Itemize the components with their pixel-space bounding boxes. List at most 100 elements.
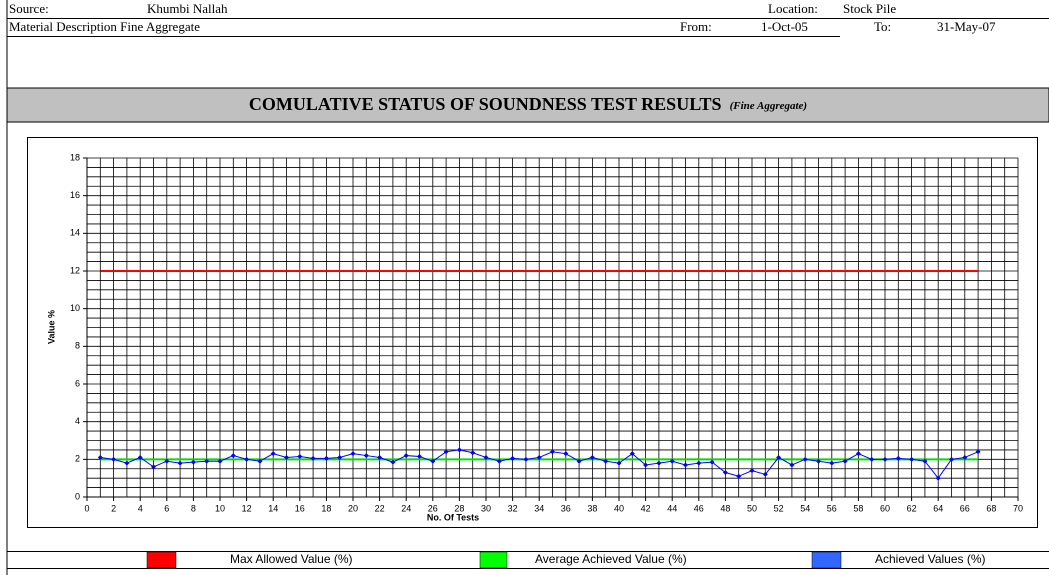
to-label: To:	[874, 19, 891, 34]
point	[869, 456, 875, 462]
point	[496, 458, 502, 464]
point	[190, 459, 196, 465]
point	[683, 462, 688, 468]
point	[629, 451, 635, 457]
point	[177, 460, 183, 466]
point	[603, 458, 609, 464]
x-tick-label: 16	[295, 503, 305, 513]
x-tick-label: 4	[138, 503, 143, 513]
legend-label: Achieved Values (%)	[875, 552, 986, 566]
chart-area	[27, 137, 1038, 528]
x-tick-label: 6	[164, 503, 169, 513]
y-tick-label: 16	[70, 190, 80, 200]
point	[882, 456, 888, 462]
point	[789, 462, 795, 468]
x-tick-label: 12	[242, 503, 252, 513]
point	[337, 454, 343, 460]
point	[164, 458, 170, 464]
y-tick-label: 8	[75, 341, 80, 351]
point	[350, 451, 356, 457]
y-tick-label: 6	[75, 378, 80, 388]
x-tick-label: 20	[348, 503, 358, 513]
legend-swatch	[146, 551, 177, 569]
point	[855, 451, 861, 457]
point	[829, 460, 835, 466]
point	[310, 455, 316, 461]
point	[97, 454, 103, 460]
point	[842, 458, 848, 464]
x-tick-label: 0	[84, 503, 89, 513]
x-tick-label: 22	[375, 503, 385, 513]
x-tick-label: 30	[481, 503, 491, 513]
y-tick-label: 2	[75, 454, 80, 464]
legend: Max Allowed Value (%) Average Achieved Va…	[146, 551, 986, 569]
point	[722, 470, 728, 476]
x-tick-label: 10	[215, 503, 225, 513]
x-tick-label: 62	[907, 503, 917, 513]
point	[709, 459, 715, 465]
point	[536, 454, 542, 460]
x-tick-label: 18	[321, 503, 331, 513]
point	[643, 462, 649, 468]
title: COMULATIVE STATUS OF SOUNDNESS TEST RESU…	[249, 94, 722, 114]
point	[430, 458, 436, 464]
point	[802, 456, 808, 462]
point	[962, 454, 968, 460]
x-tick-label: 34	[534, 503, 544, 513]
x-tick-label: 42	[641, 503, 651, 513]
point	[895, 455, 901, 461]
x-tick-label: 46	[694, 503, 704, 513]
point	[470, 450, 476, 456]
location-label: Location:	[768, 1, 818, 16]
point	[417, 454, 422, 460]
point	[377, 454, 383, 460]
x-tick-label: 56	[827, 503, 837, 513]
to: 31-May-07	[937, 19, 996, 34]
x-tick-label: 32	[508, 503, 518, 513]
point	[909, 456, 915, 462]
point	[323, 455, 329, 461]
x-tick-label: 66	[960, 503, 970, 513]
x-tick-label: 64	[933, 503, 943, 513]
point	[456, 447, 462, 453]
point	[922, 458, 928, 464]
point	[443, 449, 449, 455]
legend-label: Average Achieved Value (%)	[535, 552, 687, 566]
point	[297, 454, 303, 460]
title-band	[6, 87, 1049, 123]
point	[230, 453, 236, 459]
x-tick-label: 54	[800, 503, 810, 513]
point	[762, 471, 768, 477]
y-tick-label: 4	[75, 416, 80, 426]
point	[257, 458, 263, 464]
y-tick-label: 14	[70, 228, 80, 238]
point	[217, 458, 223, 464]
y-axis-label: Value %	[46, 310, 56, 344]
y-tick-label: 0	[75, 491, 80, 501]
point	[816, 458, 821, 464]
point	[124, 460, 130, 466]
y-tick-label: 12	[70, 265, 80, 275]
x-tick-label: 28	[454, 503, 464, 513]
point	[204, 458, 210, 464]
point	[403, 453, 409, 459]
point	[284, 454, 289, 460]
point	[523, 456, 529, 462]
x-tick-label: 70	[1013, 503, 1023, 513]
point	[776, 454, 782, 460]
x-tick-label: 48	[720, 503, 730, 513]
subtitle: (Fine Aggregate)	[730, 100, 808, 112]
point	[736, 473, 742, 479]
legend-label: Max Allowed Value (%)	[230, 552, 353, 566]
chart-title: COMULATIVE STATUS OF SOUNDNESS TEST RESU…	[249, 94, 807, 114]
point	[270, 451, 276, 457]
x-tick-label: 36	[561, 503, 571, 513]
x-tick-label: 50	[747, 503, 757, 513]
legend-swatch	[811, 551, 842, 569]
y-tick-label: 18	[70, 152, 80, 162]
point	[975, 449, 981, 455]
point	[589, 454, 595, 460]
x-tick-label: 60	[880, 503, 890, 513]
